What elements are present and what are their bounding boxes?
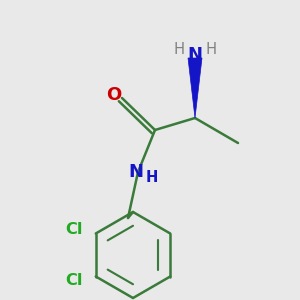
Text: N: N (128, 163, 143, 181)
Text: N: N (188, 46, 202, 64)
Polygon shape (188, 58, 202, 118)
Text: H: H (206, 43, 217, 58)
Text: H: H (173, 43, 184, 58)
Text: Cl: Cl (65, 273, 82, 288)
Text: O: O (106, 86, 122, 104)
Text: H: H (146, 169, 158, 184)
Text: Cl: Cl (65, 222, 82, 237)
